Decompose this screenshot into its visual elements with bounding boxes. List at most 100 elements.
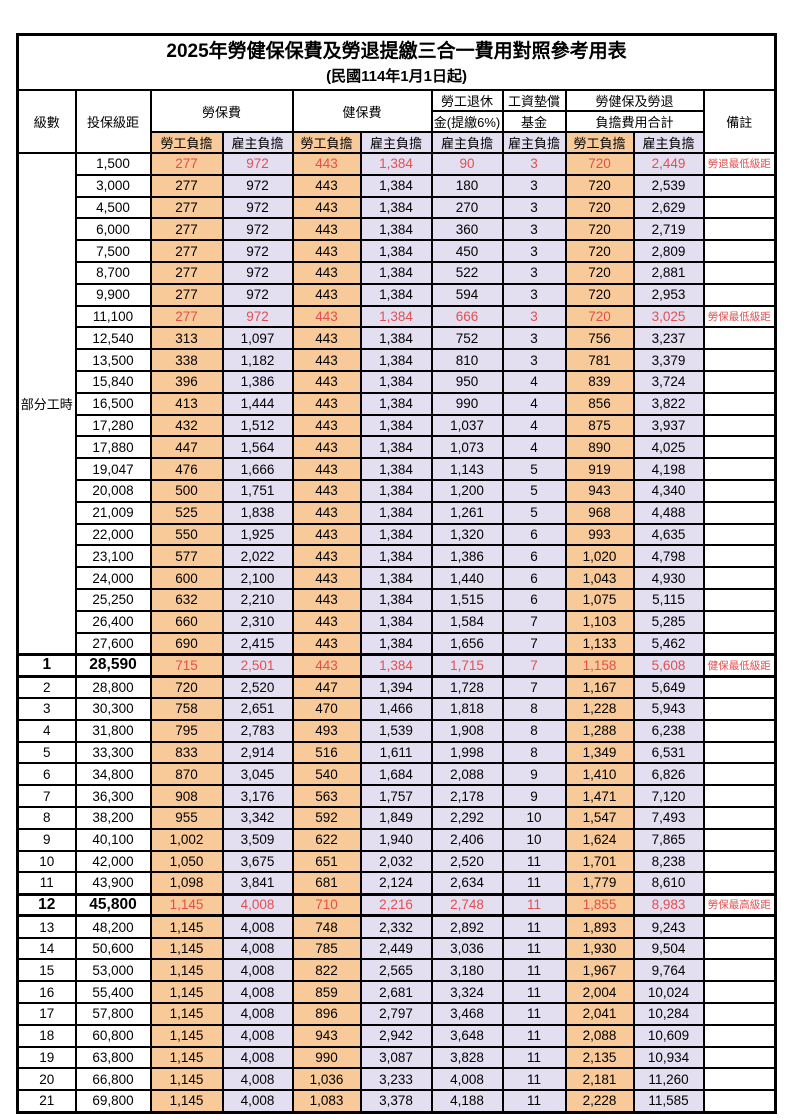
level-cell: 21 [16,1089,77,1114]
remark-cell [702,980,777,1005]
health-employer-cell: 1,384 [359,652,433,678]
health-employer-cell: 2,681 [359,980,433,1005]
remark-cell [702,457,777,481]
premium-comparison-table: 2025年勞健保保費及勞退提繳三合一費用對照參考用表 (民國114年1月1日起)… [16,33,778,1114]
health-employer-cell: 1,384 [359,435,433,460]
total-employer-cell: 2,539 [632,173,705,198]
pension-employer-cell: 2,748 [430,892,504,918]
pension-employer-cell: 1,386 [430,544,504,569]
labor-employee-cell: 720 [149,675,224,699]
health-employee-cell: 443 [291,282,362,307]
health-employee-cell: 443 [291,478,362,503]
table-row: 15,840 396 1,386 443 1,384 950 4 839 3,724 [18,369,777,394]
total-employer-cell: 4,930 [632,566,705,590]
total-employer-cell: 3,237 [632,326,705,351]
bracket-cell: 6,000 [74,217,152,242]
health-employee-cell: 443 [291,304,362,329]
wage-fund-employer-cell: 11 [501,980,567,1005]
total-employer-cell: 10,284 [632,1002,705,1026]
total-employer-cell: 6,238 [632,718,705,743]
health-employee-cell: 443 [291,195,362,220]
table-row: 23,100 577 2,022 443 1,384 1,386 6 1,020 4,798 [18,544,777,569]
pension-employer-cell: 1,656 [430,631,504,656]
total-employee-cell: 1,547 [564,805,635,830]
total-employer-cell: 3,937 [632,413,705,438]
bracket-cell: 27,600 [74,631,152,656]
table-row: 7,500 277 972 443 1,384 450 3 720 2,809 [18,239,777,263]
total-employee-cell: 839 [564,369,635,394]
wage-fund-employer-cell: 11 [501,871,567,896]
health-employer-cell: 1,384 [359,348,433,372]
remark-cell [702,958,777,983]
table-row: 26,400 660 2,310 443 1,384 1,584 7 1,103 5,285 [18,609,777,634]
health-employer-cell: 2,942 [359,1023,433,1048]
total-employee-cell: 720 [564,195,635,220]
bracket-cell: 63,800 [74,1045,152,1070]
pension-employer-cell: 1,143 [430,457,504,481]
labor-employee-cell: 1,145 [149,1045,224,1070]
health-employer-cell: 1,384 [359,587,433,612]
col-header-wage-fund-line2: 基金 [501,110,567,133]
total-employee-cell: 993 [564,522,635,547]
bracket-cell: 16,500 [74,391,152,416]
total-employee-cell: 1,349 [564,740,635,765]
remark-cell [702,587,777,612]
pension-employer-cell: 810 [430,348,504,372]
health-employee-cell: 710 [291,892,362,918]
table-row: 10 42,000 1,050 3,675 651 2,032 2,520 11 1,701 8,… [16,849,777,874]
wage-fund-employer-cell: 3 [501,326,567,351]
total-employer-cell: 10,609 [632,1023,705,1048]
table-row: 21,009 525 1,838 443 1,384 1,261 5 968 4,488 [18,500,777,525]
col-header-labor-insurance: 勞保費 [149,89,294,133]
table-row: 17,880 447 1,564 443 1,384 1,073 4 890 4,025 [18,435,777,460]
wage-fund-employer-cell: 4 [501,413,567,438]
total-employer-cell: 9,504 [632,936,705,961]
health-employee-cell: 443 [291,173,362,198]
health-employee-cell: 443 [291,260,362,285]
health-employee-cell: 470 [291,696,362,721]
remark-cell [702,1002,777,1026]
total-employer-cell: 8,238 [632,849,705,874]
table-row: 20 66,800 1,145 4,008 1,036 3,233 4,008 11 2,181… [16,1067,777,1092]
table-row: 27,600 690 2,415 443 1,384 1,656 7 1,133 5,462 [18,631,777,656]
table-row: 19 63,800 1,145 4,008 990 3,087 3,828 11 2,135 10… [16,1045,777,1070]
health-employer-cell: 3,087 [359,1045,433,1070]
total-employee-cell: 890 [564,435,635,460]
pension-employer-cell: 2,088 [430,762,504,787]
total-employer-cell: 5,115 [632,587,705,612]
total-employer-cell: 4,635 [632,522,705,547]
wage-fund-employer-cell: 9 [501,762,567,787]
level-cell: 12 [16,892,77,918]
total-employer-cell: 2,449 [632,152,705,176]
remark-cell [702,522,777,547]
total-employer-cell: 7,120 [632,784,705,808]
labor-employee-cell: 870 [149,762,224,787]
health-employer-cell: 1,384 [359,544,433,569]
health-employer-cell: 1,384 [359,239,433,263]
wage-fund-employer-cell: 5 [501,457,567,481]
bracket-cell: 50,600 [74,936,152,961]
total-employer-cell: 4,025 [632,435,705,460]
labor-employer-cell: 2,914 [221,740,294,765]
table-row: 13,500 338 1,182 443 1,384 810 3 781 3,379 [18,348,777,372]
total-employee-cell: 1,075 [564,587,635,612]
level-cell: 13 [16,914,77,939]
remark-cell [702,1089,777,1114]
total-employee-cell: 1,930 [564,936,635,961]
labor-employer-cell: 972 [221,173,294,198]
wage-fund-employer-cell: 7 [501,675,567,699]
labor-employer-cell: 972 [221,304,294,329]
total-employee-cell: 1,228 [564,696,635,721]
table-row: 7 36,300 908 3,176 563 1,757 2,178 9 1,471 7,120 [16,784,777,808]
table-row: 11 43,900 1,098 3,841 681 2,124 2,634 11 1,779 8,… [16,871,777,896]
bracket-cell: 36,300 [74,784,152,808]
table-row: 13 48,200 1,145 4,008 748 2,332 2,892 11 1,893 9,… [16,914,777,939]
total-employee-cell: 919 [564,457,635,481]
total-employee-cell: 1,779 [564,871,635,896]
health-employee-cell: 443 [291,609,362,634]
remark-cell [702,784,777,808]
col-header-total-line1: 勞健保及勞退 [564,89,705,112]
labor-employee-cell: 277 [149,304,224,329]
wage-fund-employer-cell: 5 [501,500,567,525]
table-row: 14 50,600 1,145 4,008 785 2,449 3,036 11 1,930 9,… [16,936,777,961]
